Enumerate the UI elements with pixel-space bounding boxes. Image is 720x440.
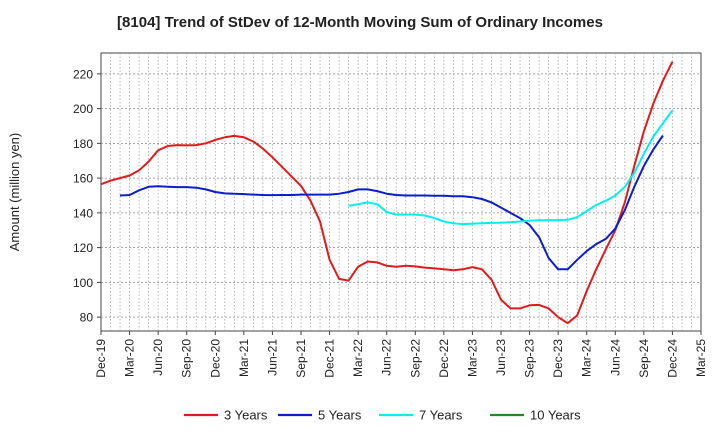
axis-ticks: 80 100 120 140 160 180 200 220 Dec-19 Mar-20 Jun-2… (73, 67, 708, 377)
x-tick-label: Sep-24 (637, 339, 651, 378)
y-tick-label: 100 (73, 276, 93, 290)
x-tick-label: Dec-22 (437, 339, 451, 378)
x-tick-label: Jun-24 (608, 339, 622, 376)
legend-label-3-years: 3 Years (224, 408, 268, 423)
x-tick-label: Dec-23 (551, 339, 565, 378)
y-tick-label: 220 (73, 67, 93, 81)
x-tick-label: Mar-23 (465, 339, 479, 377)
legend: 3 Years 5 Years 7 Years 10 Years (184, 408, 581, 423)
y-axis-label: Amount (million yen) (7, 133, 22, 252)
x-tick-label: Sep-20 (180, 339, 194, 378)
legend-label-7-years: 7 Years (419, 408, 463, 423)
series-line-5-years (119, 134, 664, 271)
y-tick-label: 200 (73, 102, 93, 116)
x-tick-label: Mar-20 (123, 339, 137, 377)
y-tick-label: 80 (80, 311, 94, 325)
chart-title: [8104] Trend of StDev of 12-Month Moving… (117, 14, 603, 31)
x-tick-label: Dec-20 (208, 339, 222, 378)
x-tick-label: Dec-19 (94, 339, 108, 378)
series-lines (100, 61, 674, 325)
legend-label-10-years: 10 Years (530, 408, 581, 423)
y-tick-label: 160 (73, 172, 93, 186)
x-tick-label: Dec-24 (665, 339, 679, 378)
y-tick-label: 140 (73, 206, 93, 220)
x-tick-label: Jun-22 (380, 339, 394, 376)
x-tick-label: Mar-22 (351, 339, 365, 377)
x-tick-label: Sep-23 (523, 339, 537, 378)
series-line-7-years (348, 109, 674, 226)
series-line-3-years (100, 61, 674, 325)
legend-label-5-years: 5 Years (318, 408, 362, 423)
plot-area (100, 52, 702, 332)
x-tick-label: Sep-21 (294, 339, 308, 378)
x-tick-label: Jun-20 (151, 339, 165, 376)
x-tick-label: Sep-22 (408, 339, 422, 378)
x-tick-label: Mar-25 (694, 339, 708, 377)
y-tick-label: 180 (73, 137, 93, 151)
grid-lines (101, 53, 701, 331)
x-tick-label: Mar-24 (580, 339, 594, 377)
x-tick-label: Dec-21 (323, 339, 337, 378)
y-tick-label: 120 (73, 241, 93, 255)
x-tick-label: Mar-21 (237, 339, 251, 377)
x-tick-label: Jun-21 (265, 339, 279, 376)
x-tick-label: Jun-23 (494, 339, 508, 376)
